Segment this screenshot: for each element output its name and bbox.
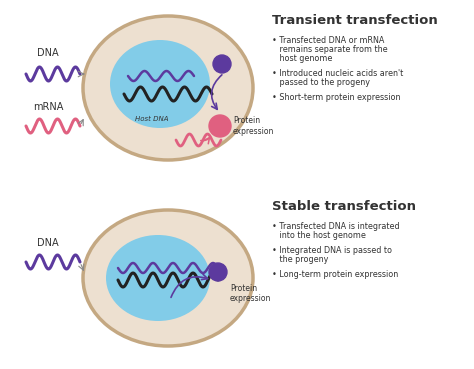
Text: • Long-term protein expression: • Long-term protein expression xyxy=(272,270,398,279)
Text: into the host genome: into the host genome xyxy=(272,231,366,240)
Text: Transient transfection: Transient transfection xyxy=(272,14,438,27)
Text: the progeny: the progeny xyxy=(272,255,328,264)
Ellipse shape xyxy=(83,210,253,346)
Text: host genome: host genome xyxy=(272,54,332,63)
Text: • Transfected DNA or mRNA: • Transfected DNA or mRNA xyxy=(272,36,384,45)
Text: Stable transfection: Stable transfection xyxy=(272,200,416,213)
Text: mRNA: mRNA xyxy=(33,102,63,112)
Text: • Introduced nucleic acids aren't: • Introduced nucleic acids aren't xyxy=(272,69,403,78)
Ellipse shape xyxy=(83,16,253,160)
Text: DNA: DNA xyxy=(37,238,59,248)
Ellipse shape xyxy=(106,235,210,321)
Ellipse shape xyxy=(110,40,210,128)
Text: • Transfected DNA is integrated: • Transfected DNA is integrated xyxy=(272,222,400,231)
Text: • Short-term protein expression: • Short-term protein expression xyxy=(272,93,401,102)
Circle shape xyxy=(209,263,227,281)
Text: Protein
expression: Protein expression xyxy=(233,116,274,136)
Text: DNA: DNA xyxy=(37,48,59,58)
Text: passed to the progeny: passed to the progeny xyxy=(272,78,370,87)
Circle shape xyxy=(213,55,231,73)
Text: remains separate from the: remains separate from the xyxy=(272,45,388,54)
Circle shape xyxy=(209,115,231,137)
Text: Protein
expression: Protein expression xyxy=(230,284,272,303)
Text: Host DNA: Host DNA xyxy=(135,116,169,122)
Text: • Integrated DNA is passed to: • Integrated DNA is passed to xyxy=(272,246,392,255)
